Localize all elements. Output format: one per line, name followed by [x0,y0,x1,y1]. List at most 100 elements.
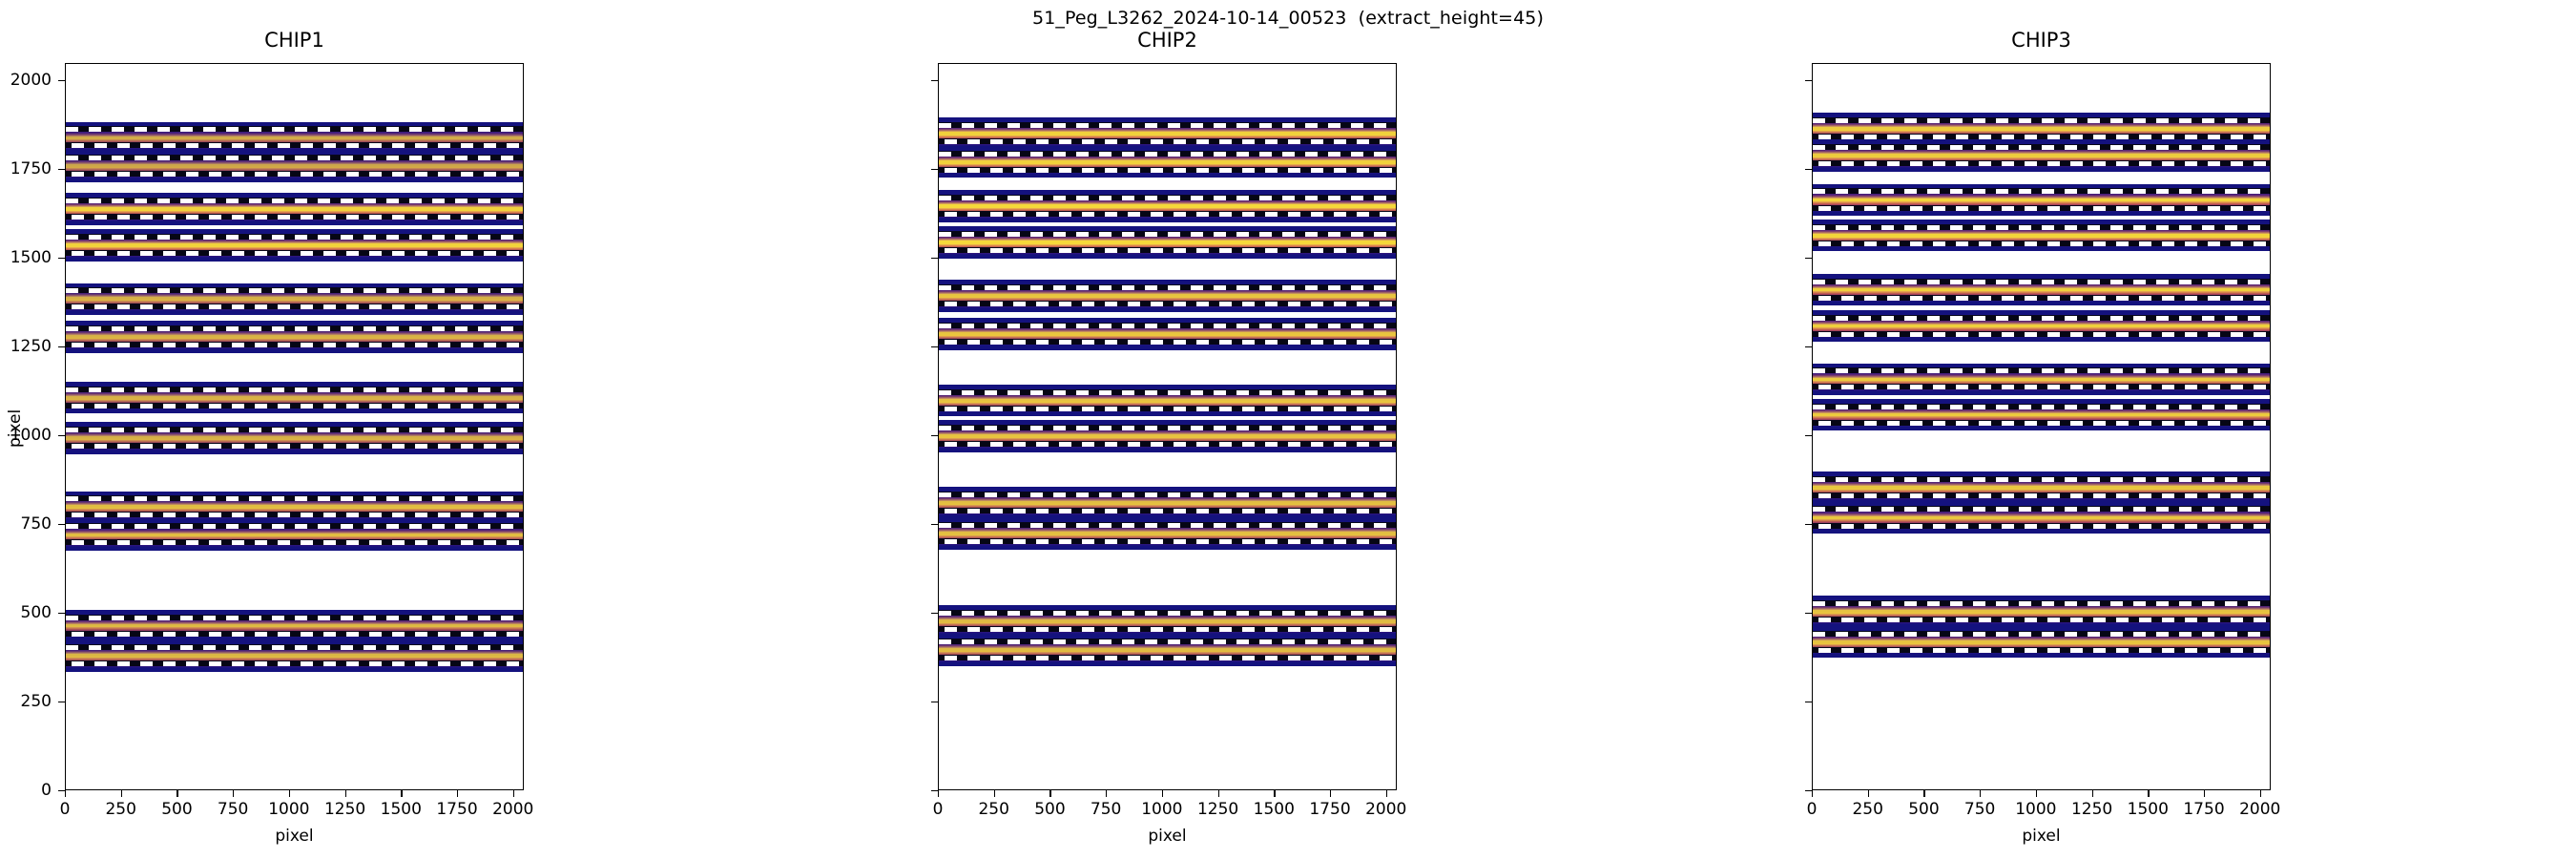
extraction-aperture-line [66,251,523,257]
y-tick-label: 2000 [10,70,52,90]
extraction-aperture-line [66,288,523,294]
order-trace [66,136,523,140]
extraction-aperture-line [66,513,523,518]
extraction-aperture-line [66,540,523,546]
extraction-aperture-line [939,611,1396,617]
x-tick-label: 1250 [1196,800,1239,819]
x-tick-label: 500 [1034,800,1066,819]
x-tick-mark [1867,790,1869,797]
spectral-order [939,420,1396,452]
y-tick-mark [1805,434,1812,437]
extraction-aperture-line [1813,647,2270,653]
extraction-aperture-line [1813,385,2270,390]
order-trace [66,395,523,400]
panel-title-chip1: CHIP1 [264,29,324,52]
spectral-order [66,382,523,414]
extraction-aperture-line [939,492,1396,497]
y-tick-mark [1805,79,1812,82]
extraction-aperture-line [66,143,523,149]
extraction-aperture-line [1813,189,2270,195]
order-trace [1813,126,2270,131]
x-tick-mark [993,790,995,797]
spectral-order [939,145,1396,178]
spectral-order [939,280,1396,312]
x-tick-label: 0 [1806,800,1818,819]
y-tick-mark [58,612,65,615]
extraction-aperture-line [939,538,1396,544]
extraction-aperture-line [939,508,1396,513]
spectral-order [66,283,523,316]
extraction-aperture-line [1813,315,2270,321]
panel-title-chip2: CHIP2 [1137,29,1197,52]
spectral-order [66,491,523,524]
axes-chip3 [1812,63,2271,790]
order-trace [66,206,523,211]
extraction-aperture-line [939,248,1396,254]
order-trace [939,434,1396,438]
x-tick-mark [1106,790,1108,797]
y-tick-label: 1250 [10,336,52,356]
extraction-aperture-line [66,156,523,161]
order-trace [939,398,1396,403]
y-axis-label: pixel [6,409,25,448]
extraction-aperture-line [939,284,1396,290]
spectral-order [939,384,1396,417]
spectral-order [939,605,1396,638]
x-tick-mark [2259,790,2262,797]
extraction-aperture-line [939,138,1396,144]
heatmap-field [66,64,523,789]
x-tick-label: 1000 [268,800,310,819]
extraction-aperture-line [1813,601,2270,607]
extraction-aperture-line [1813,368,2270,374]
spectral-order [1813,471,2270,504]
x-tick-mark [1923,790,1925,797]
extraction-aperture-line [1813,476,2270,482]
x-tick-mark [1812,790,1814,797]
x-tick-label: 250 [978,800,1009,819]
x-tick-mark [1385,790,1388,797]
extraction-aperture-line [1813,420,2270,426]
extraction-aperture-line [939,232,1396,238]
y-tick-mark [58,168,65,171]
x-tick-mark [120,790,122,797]
x-tick-mark [2148,790,2150,797]
y-tick-mark [931,257,938,260]
extraction-aperture-line [939,406,1396,411]
spectral-order [66,121,523,155]
extraction-aperture-line [1813,241,2270,246]
extraction-aperture-line [1813,205,2270,211]
extraction-aperture-line [66,645,523,651]
y-tick-mark [58,79,65,82]
extraction-aperture-line [66,127,523,133]
extraction-aperture-line [66,198,523,203]
x-tick-label: 1750 [2183,800,2225,819]
x-axis-label: pixel [2022,827,2061,846]
spectral-order [66,639,523,672]
extraction-aperture-line [939,441,1396,447]
spectral-order [1813,112,2270,145]
y-tick-label: 1000 [10,425,52,445]
extraction-aperture-line [939,323,1396,328]
order-trace [939,331,1396,336]
extraction-aperture-line [939,522,1396,528]
x-tick-mark [2091,790,2093,797]
x-tick-label: 1000 [1141,800,1183,819]
extraction-aperture-line [939,639,1396,644]
y-tick-mark [931,79,938,82]
x-tick-label: 750 [1090,800,1122,819]
spectral-order [1813,183,2270,217]
x-tick-label: 1750 [436,800,478,819]
x-tick-label: 2000 [492,800,534,819]
order-trace [939,241,1396,244]
order-trace [1813,377,2270,382]
extraction-aperture-line [1813,144,2270,150]
order-trace [66,335,523,339]
extraction-aperture-line [66,387,523,392]
extraction-aperture-line [66,343,523,348]
y-tick-mark [58,257,65,260]
order-trace [66,164,523,168]
x-tick-mark [401,790,403,797]
x-tick-mark [1274,790,1276,797]
extraction-aperture-line [939,389,1396,395]
extraction-aperture-line [939,195,1396,200]
